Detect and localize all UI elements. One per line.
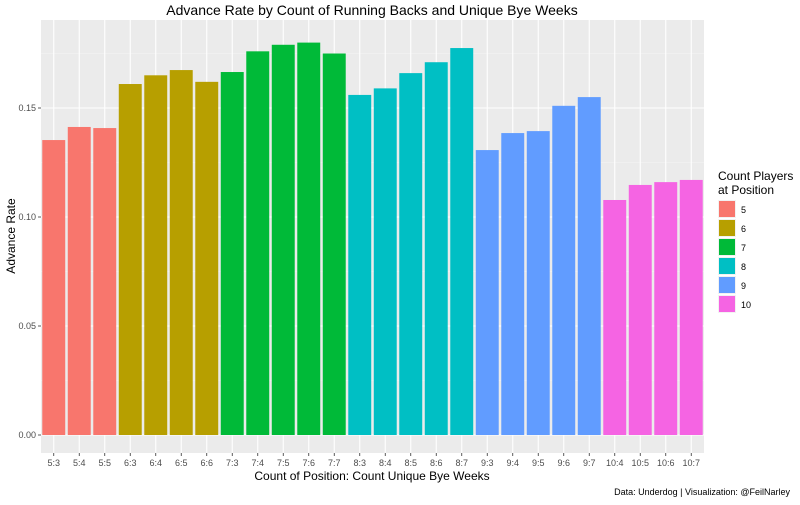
x-axis: 5:3 5:4 5:5 6:3 6:4 6:5 6:6 7:3 7:4 7:5 7:6 7:7 8:3 8… xyxy=(47,453,700,468)
x-tick-label: 8:5 xyxy=(404,458,417,468)
bar-8-6 xyxy=(424,62,448,435)
bar-6-5 xyxy=(169,70,193,436)
x-tick-label: 9:3 xyxy=(481,458,494,468)
x-tick-label: 10:7 xyxy=(682,458,700,468)
x-tick-label: 9:5 xyxy=(532,458,545,468)
bar-9-4 xyxy=(501,133,525,435)
legend-label-6: 6 xyxy=(741,224,746,234)
bar-10-4 xyxy=(603,199,627,435)
x-tick-label: 8:3 xyxy=(353,458,366,468)
x-tick-label: 7:4 xyxy=(251,458,264,468)
x-tick-label: 9:7 xyxy=(583,458,596,468)
bar-7-6 xyxy=(297,42,321,435)
x-tick-label: 8:7 xyxy=(455,458,468,468)
bar-9-7 xyxy=(577,97,601,435)
bar-9-5 xyxy=(526,131,550,435)
legend-swatch-6 xyxy=(719,220,735,236)
legend-label-8: 8 xyxy=(741,262,746,272)
bar-10-6 xyxy=(654,182,678,435)
x-tick-label: 6:6 xyxy=(200,458,213,468)
x-tick-label: 9:6 xyxy=(557,458,570,468)
x-axis-label: Count of Position: Count Unique Bye Week… xyxy=(254,469,489,483)
x-tick-label: 6:3 xyxy=(124,458,137,468)
x-tick-label: 6:4 xyxy=(149,458,162,468)
bar-7-7 xyxy=(322,53,346,435)
legend-label-10: 10 xyxy=(741,300,751,310)
y-axis: 0.00 0.05 0.10 0.15 xyxy=(18,103,41,440)
x-tick-label: 6:5 xyxy=(175,458,188,468)
bar-5-3 xyxy=(42,140,66,435)
bar-7-4 xyxy=(246,51,270,435)
legend-swatch-9 xyxy=(719,277,735,293)
x-tick-label: 10:4 xyxy=(606,458,624,468)
legend-label-5: 5 xyxy=(741,205,746,215)
x-tick-label: 10:6 xyxy=(657,458,675,468)
bar-10-7 xyxy=(679,179,703,435)
legend-label-7: 7 xyxy=(741,243,746,253)
chart-title: Advance Rate by Count of Running Backs a… xyxy=(166,2,577,18)
bar-6-4 xyxy=(144,75,168,436)
legend-swatch-7 xyxy=(719,239,735,255)
bar-10-5 xyxy=(628,184,652,435)
x-tick-label: 7:5 xyxy=(277,458,290,468)
x-tick-label: 5:5 xyxy=(98,458,111,468)
bar-9-6 xyxy=(552,105,576,435)
x-tick-label: 8:4 xyxy=(379,458,392,468)
bar-8-4 xyxy=(373,88,397,435)
x-tick-label: 10:5 xyxy=(631,458,649,468)
bar-8-3 xyxy=(348,94,372,436)
bar-7-5 xyxy=(271,44,295,435)
x-tick-label: 7:6 xyxy=(302,458,315,468)
legend-title-line-1: Count Players xyxy=(718,169,793,183)
x-tick-label: 8:6 xyxy=(430,458,443,468)
legend-title-line-2: at Position xyxy=(718,183,774,197)
bar-5-4 xyxy=(67,126,91,435)
legend-swatch-5 xyxy=(719,201,735,217)
bar-6-3 xyxy=(118,84,142,436)
x-tick-label: 9:4 xyxy=(506,458,519,468)
x-tick-label: 7:3 xyxy=(226,458,239,468)
legend-label-9: 9 xyxy=(741,281,746,291)
bar-6-6 xyxy=(195,81,219,435)
y-tick-label: 0.00 xyxy=(18,430,36,440)
legend: Count Players at Position 5 6 7 8 9 10 xyxy=(718,169,793,313)
caption: Data: Underdog | Visualization: @FeilNar… xyxy=(614,487,790,497)
bar-8-5 xyxy=(399,73,423,436)
legend-swatch-10 xyxy=(719,296,735,312)
legend-swatch-8 xyxy=(719,258,735,274)
bar-7-3 xyxy=(220,72,244,435)
bar-8-7 xyxy=(450,48,474,436)
y-axis-label: Advance Rate xyxy=(4,198,18,274)
bar-5-5 xyxy=(93,128,117,435)
x-tick-label: 5:4 xyxy=(73,458,86,468)
bar-9-3 xyxy=(475,150,499,435)
x-tick-label: 7:7 xyxy=(328,458,341,468)
bars xyxy=(42,42,703,436)
y-tick-label: 0.10 xyxy=(18,212,36,222)
y-tick-label: 0.15 xyxy=(18,103,36,113)
y-tick-label: 0.05 xyxy=(18,321,36,331)
x-tick-label: 5:3 xyxy=(47,458,60,468)
